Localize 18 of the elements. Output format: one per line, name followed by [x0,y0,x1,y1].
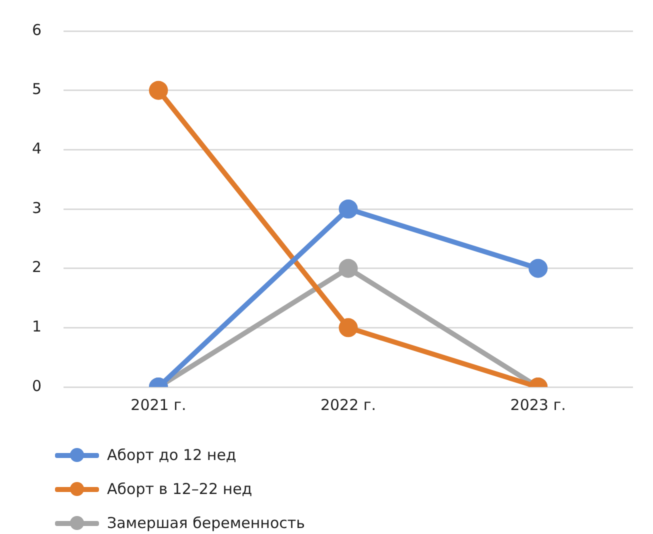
y-tick-label: 3 [32,198,42,217]
y-tick-label: 2 [32,258,42,276]
point [148,80,168,100]
x-tick-label: 2021 г. [130,396,186,414]
point [528,258,548,278]
y-tick-label: 5 [32,80,42,98]
x-tick-label: 2023 г. [510,396,566,414]
point [338,258,358,278]
y-tick-label: 4 [32,140,42,158]
point [338,318,358,338]
y-tick-label: 6 [32,20,42,39]
x-tick-label: 2022 г. [320,396,376,414]
point [338,200,358,218]
y-tick-label: 1 [32,318,42,336]
legend-label: Аборт до 12 нед [107,446,236,464]
y-tick-label: 0 [32,376,42,395]
legend-label: Замершая беременность [107,514,305,532]
legend-label: Аборт в 12–22 нед [107,480,252,498]
